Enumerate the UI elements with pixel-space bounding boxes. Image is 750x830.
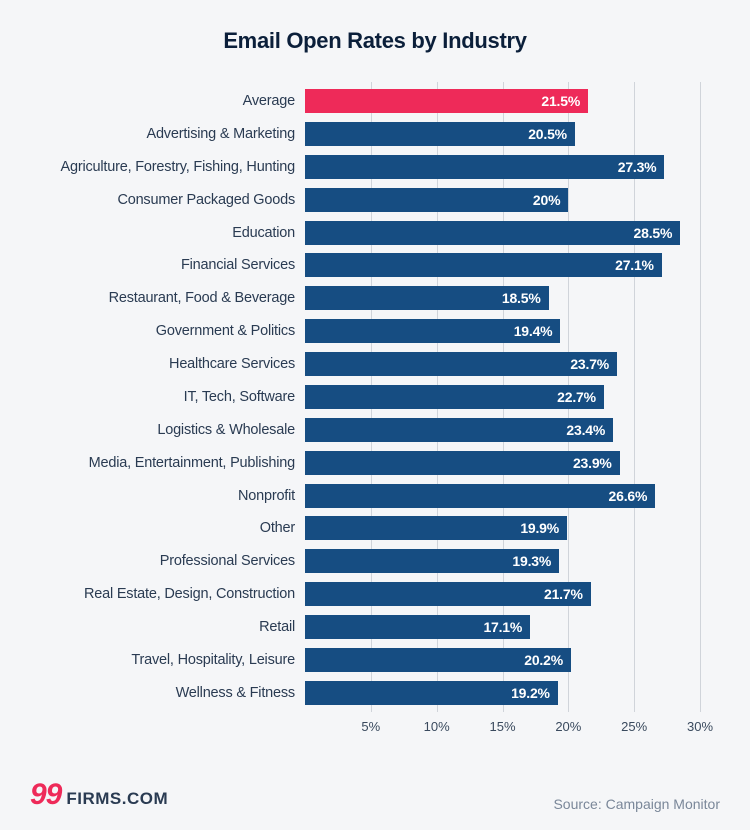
bar: 19.9% bbox=[305, 516, 567, 540]
bar: 26.6% bbox=[305, 484, 655, 508]
category-label: Professional Services bbox=[160, 553, 295, 569]
category-label: Nonprofit bbox=[238, 488, 295, 504]
bar: 27.1% bbox=[305, 253, 662, 277]
x-tick-label: 20% bbox=[555, 719, 581, 734]
bar-row: Advertising & Marketing20.5% bbox=[305, 121, 700, 147]
bar-row: Average21.5% bbox=[305, 88, 700, 114]
bars-group: Average21.5% Advertising & Marketing20.5%… bbox=[305, 88, 700, 706]
bar-row: Other19.9% bbox=[305, 515, 700, 541]
category-label: Agriculture, Forestry, Fishing, Hunting bbox=[61, 159, 296, 175]
category-label: Other bbox=[260, 520, 295, 536]
bar-row: Wellness & Fitness19.2% bbox=[305, 680, 700, 706]
bar: 21.7% bbox=[305, 582, 591, 606]
bar-row: Media, Entertainment, Publishing23.9% bbox=[305, 450, 700, 476]
logo-mark: 99 bbox=[30, 778, 61, 812]
bar: 20% bbox=[305, 188, 568, 212]
bar-value: 18.5% bbox=[502, 290, 541, 306]
bar-value: 19.3% bbox=[512, 553, 551, 569]
bar-value: 19.4% bbox=[514, 323, 553, 339]
bar-value: 20% bbox=[533, 192, 560, 208]
bar-value: 22.7% bbox=[557, 389, 596, 405]
category-label: Logistics & Wholesale bbox=[157, 422, 295, 438]
bar: 28.5% bbox=[305, 221, 680, 245]
bar: 22.7% bbox=[305, 385, 604, 409]
logo-text: FIRMS.COM bbox=[66, 789, 168, 809]
category-label: Retail bbox=[259, 619, 295, 635]
bar-row: Nonprofit26.6% bbox=[305, 483, 700, 509]
bar-row: Financial Services27.1% bbox=[305, 252, 700, 278]
bar: 23.7% bbox=[305, 352, 617, 376]
chart-footer: 99 FIRMS.COM Source: Campaign Monitor bbox=[30, 778, 720, 812]
bar-row: Retail17.1% bbox=[305, 614, 700, 640]
category-label: Media, Entertainment, Publishing bbox=[89, 455, 295, 471]
bar: 20.5% bbox=[305, 122, 575, 146]
category-label: Real Estate, Design, Construction bbox=[84, 586, 295, 602]
bar-value: 23.4% bbox=[566, 422, 605, 438]
x-tick-label: 10% bbox=[424, 719, 450, 734]
bar-value: 27.1% bbox=[615, 257, 654, 273]
category-label: Advertising & Marketing bbox=[146, 126, 295, 142]
chart-title: Email Open Rates by Industry bbox=[30, 28, 720, 54]
bar-row: Professional Services19.3% bbox=[305, 548, 700, 574]
chart-plot-area: 5%10%15%20%25%30% Average21.5%Advertisin… bbox=[305, 82, 700, 712]
bar-value: 17.1% bbox=[483, 619, 522, 635]
bar: 23.9% bbox=[305, 451, 620, 475]
category-label: IT, Tech, Software bbox=[184, 389, 295, 405]
bar-value: 23.9% bbox=[573, 455, 612, 471]
bar: 19.2% bbox=[305, 681, 558, 705]
x-tick-label: 25% bbox=[621, 719, 647, 734]
bar-row: Logistics & Wholesale23.4% bbox=[305, 417, 700, 443]
bar-row: Consumer Packaged Goods20% bbox=[305, 187, 700, 213]
category-label: Wellness & Fitness bbox=[176, 685, 295, 701]
bar-row: Travel, Hospitality, Leisure20.2% bbox=[305, 647, 700, 673]
brand-logo: 99 FIRMS.COM bbox=[30, 778, 168, 812]
category-label: Travel, Hospitality, Leisure bbox=[131, 652, 295, 668]
category-label: Consumer Packaged Goods bbox=[117, 192, 295, 208]
x-tick-label: 30% bbox=[687, 719, 713, 734]
bar-row: Restaurant, Food & Beverage18.5% bbox=[305, 285, 700, 311]
category-label: Average bbox=[243, 93, 295, 109]
bar-row: Healthcare Services23.7% bbox=[305, 351, 700, 377]
bar-row: Education28.5% bbox=[305, 220, 700, 246]
category-label: Financial Services bbox=[181, 257, 295, 273]
gridline bbox=[700, 82, 701, 712]
bar: 20.2% bbox=[305, 648, 571, 672]
bar-value: 28.5% bbox=[634, 225, 673, 241]
bar-value: 20.5% bbox=[528, 126, 567, 142]
bar-value: 23.7% bbox=[570, 356, 609, 372]
bar: 17.1% bbox=[305, 615, 530, 639]
category-label: Education bbox=[232, 225, 295, 241]
x-tick-label: 15% bbox=[489, 719, 515, 734]
bar: 19.3% bbox=[305, 549, 559, 573]
category-label: Restaurant, Food & Beverage bbox=[109, 290, 295, 306]
bar: 19.4% bbox=[305, 319, 560, 343]
chart-container: 5%10%15%20%25%30% Average21.5%Advertisin… bbox=[30, 82, 720, 742]
bar-value: 19.9% bbox=[520, 520, 559, 536]
bar-value: 19.2% bbox=[511, 685, 550, 701]
bar-row: IT, Tech, Software22.7% bbox=[305, 384, 700, 410]
category-label: Healthcare Services bbox=[169, 356, 295, 372]
bar-value: 26.6% bbox=[609, 488, 648, 504]
x-tick-label: 5% bbox=[361, 719, 380, 734]
bar-value: 27.3% bbox=[618, 159, 657, 175]
bar-value: 21.7% bbox=[544, 586, 583, 602]
bar: 18.5% bbox=[305, 286, 549, 310]
bar-value: 21.5% bbox=[541, 93, 580, 109]
bar-row: Agriculture, Forestry, Fishing, Hunting2… bbox=[305, 154, 700, 180]
source-attribution: Source: Campaign Monitor bbox=[553, 796, 720, 812]
category-label: Government & Politics bbox=[156, 323, 295, 339]
bar: 21.5% bbox=[305, 89, 588, 113]
bar: 23.4% bbox=[305, 418, 613, 442]
bar-value: 20.2% bbox=[524, 652, 563, 668]
bar: 27.3% bbox=[305, 155, 664, 179]
bar-row: Government & Politics19.4% bbox=[305, 318, 700, 344]
bar-row: Real Estate, Design, Construction21.7% bbox=[305, 581, 700, 607]
